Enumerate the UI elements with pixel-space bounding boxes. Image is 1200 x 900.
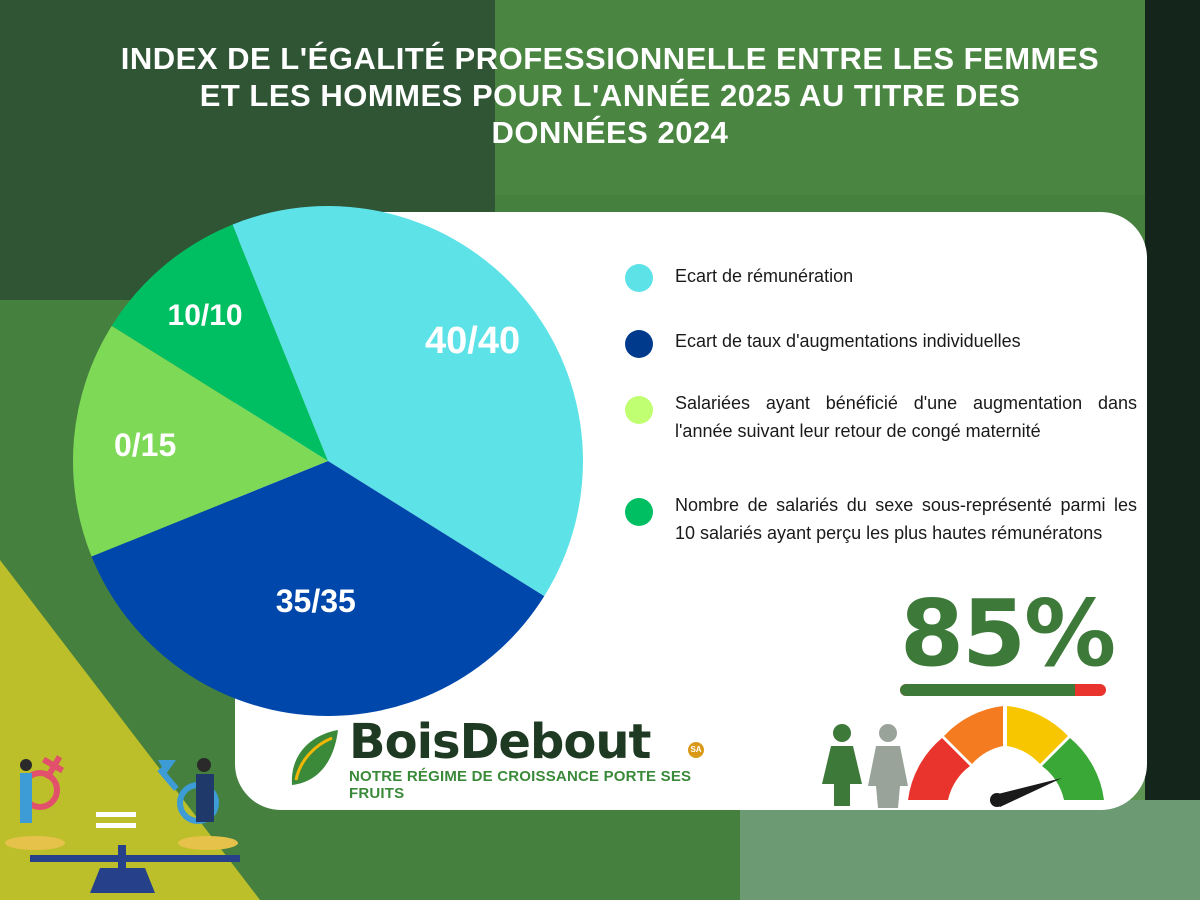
background-panel-dark [1145,0,1200,900]
legend-label: Ecart de rémunération [675,266,854,286]
score-progress-bar [900,684,1106,696]
pie-slice-hautes [111,224,328,461]
legend-label: Ecart de taux d'augmentations individuel… [675,331,1021,351]
gauge-icon [908,706,1104,807]
pie-label-hautes: 10/10 [168,299,243,332]
legend-dot [625,396,653,424]
pie-slice-augmentations [91,461,545,717]
equals-sign-icon [96,812,136,828]
logo-tagline: NOTRE RÉGIME DE CROISSANCE PORTE SES FRU… [349,768,692,802]
legend-label: Nombre de salariés du sexe sous-représen… [675,495,1137,543]
score-value: 85% [900,580,1116,687]
legend-dot [625,264,653,292]
legend-dot [625,330,653,358]
logo-badge: SA [688,742,704,758]
pie-label-remuneration: 40/40 [425,320,520,362]
legend-dot [625,498,653,526]
pie-label-augmentations: 35/35 [276,583,356,619]
page-title: INDEX DE L'ÉGALITÉ PROFESSIONNELLE ENTRE… [120,41,1100,150]
balance-scale-icon [5,755,240,893]
background-panel-bottomright [740,800,1200,900]
logo-leaf-icon [291,730,338,785]
people-icon [822,724,908,808]
background-panel-top [495,0,1145,195]
pie-slice-remuneration [232,206,583,597]
logo-name: BoisDebout [349,714,651,770]
score-progress-fill [900,684,1076,696]
company-logo: BoisDebout SA NOTRE RÉGIME DE CROISSANCE… [285,714,725,802]
legend-label: Salariées ayant bénéficié d'une augmenta… [675,393,1137,441]
pie-slice-conge [73,325,329,557]
pie-label-conge: 0/15 [114,427,176,463]
